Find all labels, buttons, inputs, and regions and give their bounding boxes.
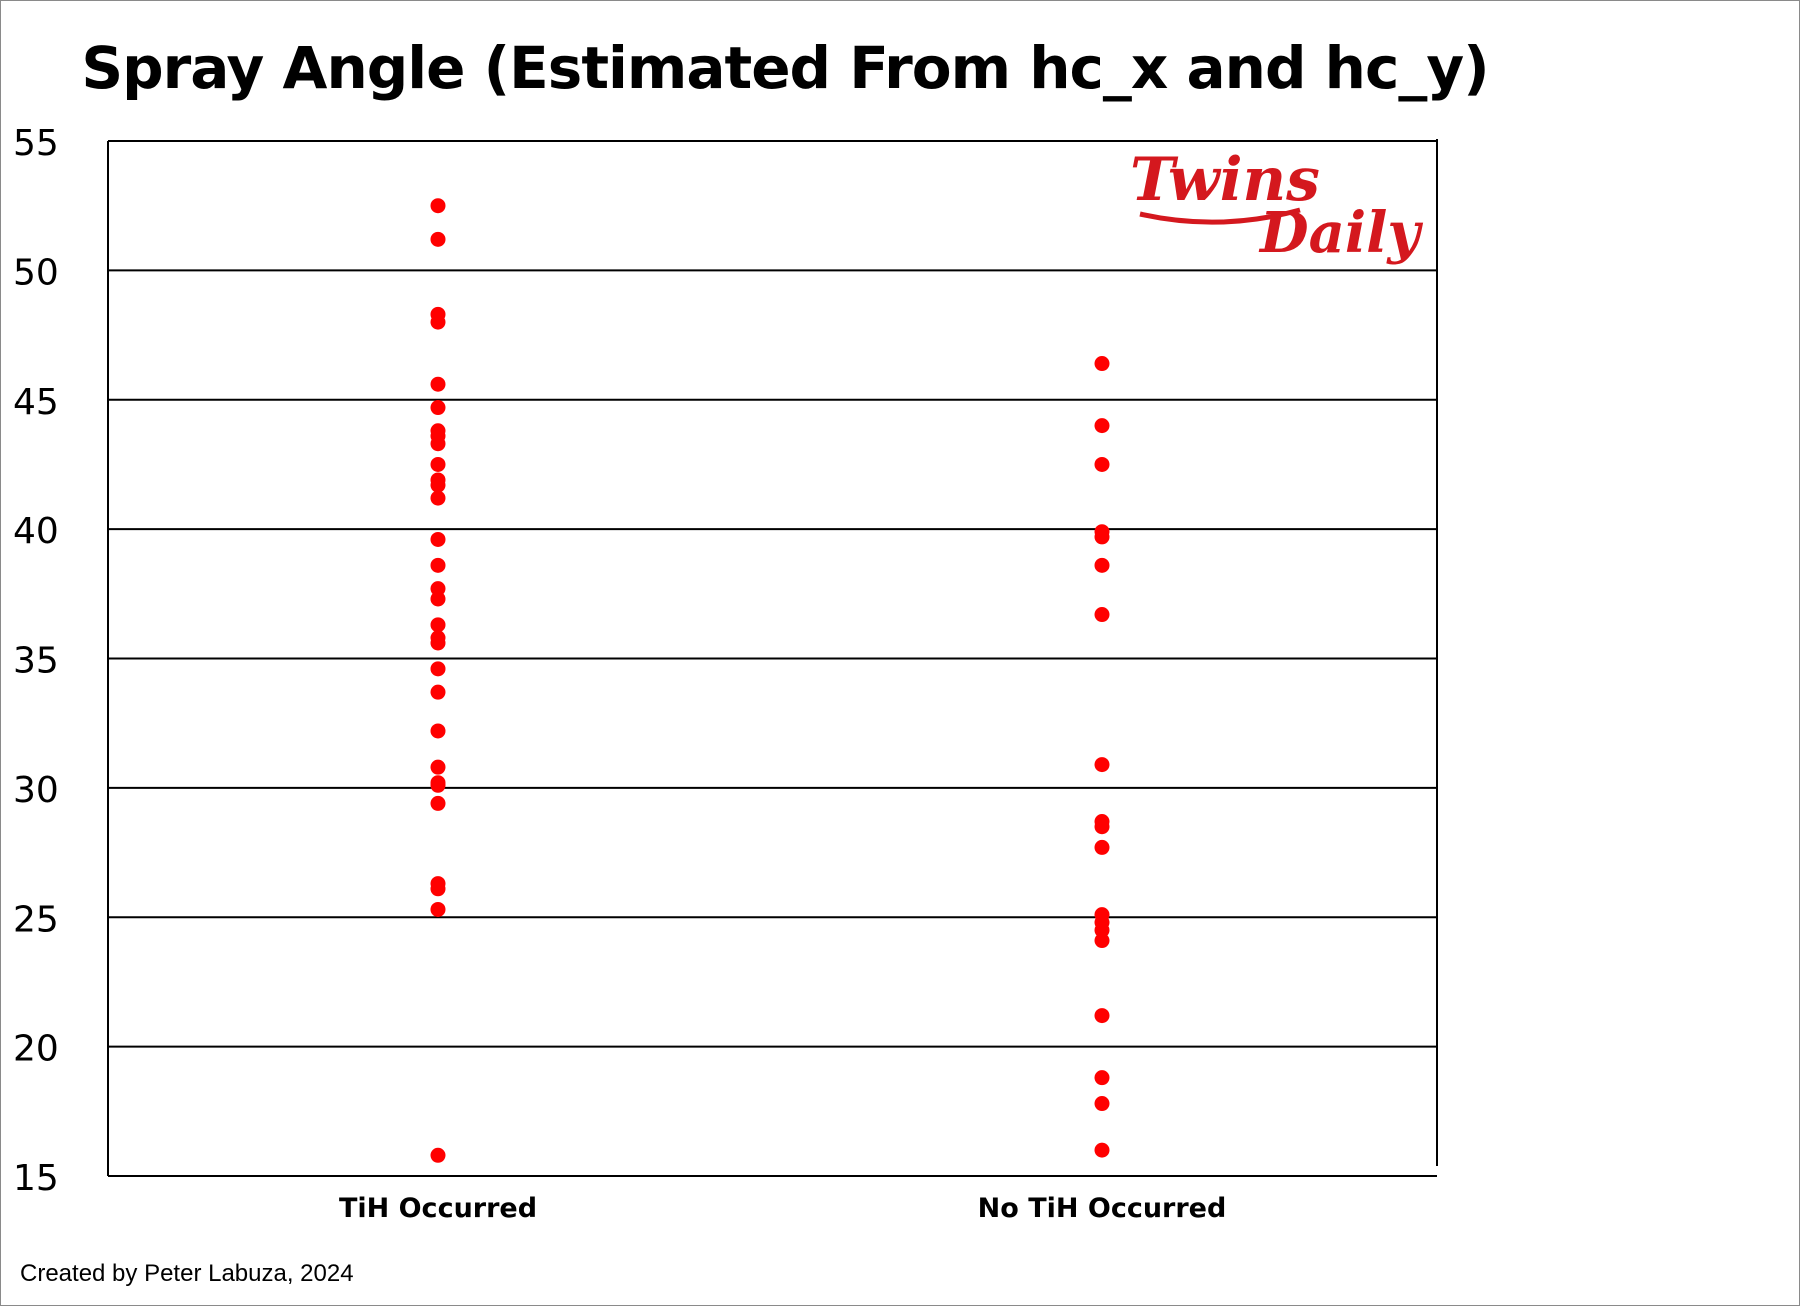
- data-point: [430, 490, 446, 506]
- y-tick-label: 40: [13, 511, 59, 552]
- y-tick-label: 50: [13, 252, 59, 293]
- twins-daily-logo: Twins Daily: [1130, 145, 1423, 266]
- data-point: [1094, 529, 1110, 545]
- data-point: [1094, 356, 1110, 372]
- data-point: [430, 314, 446, 330]
- data-point: [1094, 922, 1110, 938]
- data-point: [430, 1147, 446, 1163]
- data-point: [1094, 557, 1110, 573]
- logo-line2: Daily: [1258, 200, 1423, 266]
- y-tick-label: 45: [13, 382, 59, 423]
- axes: [107, 139, 1438, 1177]
- data-point: [430, 901, 446, 917]
- y-tick-label: 35: [13, 641, 59, 682]
- data-point: [430, 759, 446, 775]
- data-point: [1094, 1142, 1110, 1158]
- data-point: [430, 376, 446, 392]
- data-point: [430, 617, 446, 633]
- data-point: [430, 795, 446, 811]
- data-point: [1094, 933, 1110, 949]
- data-points: [430, 198, 1110, 1163]
- y-tick-label: 20: [13, 1029, 59, 1070]
- credit-text: Created by Peter Labuza, 2024: [20, 1260, 354, 1287]
- data-point: [430, 400, 446, 416]
- x-axis-categories: TiH Occurred No TiH Occurred: [339, 1193, 1226, 1224]
- data-point: [430, 881, 446, 897]
- data-point: [1094, 607, 1110, 623]
- data-point: [430, 477, 446, 493]
- data-point: [430, 198, 446, 214]
- gridlines: [108, 140, 1437, 1048]
- data-point: [1094, 1096, 1110, 1112]
- y-tick-label: 15: [13, 1158, 59, 1199]
- data-point: [430, 581, 446, 597]
- data-point: [1094, 1008, 1110, 1024]
- data-point: [1094, 757, 1110, 773]
- y-tick-label: 55: [13, 123, 59, 164]
- data-point: [430, 231, 446, 247]
- data-point: [1094, 1070, 1110, 1086]
- data-point: [1094, 418, 1110, 434]
- data-point: [1094, 819, 1110, 835]
- y-tick-label: 25: [13, 899, 59, 940]
- data-point: [430, 456, 446, 472]
- x-category-label: No TiH Occurred: [978, 1193, 1227, 1224]
- data-point: [1094, 839, 1110, 855]
- data-point: [430, 531, 446, 547]
- data-point: [430, 591, 446, 607]
- data-point: [430, 557, 446, 573]
- data-point: [430, 635, 446, 651]
- data-point: [430, 661, 446, 677]
- logo-swoosh: [1139, 207, 1301, 225]
- data-point: [430, 436, 446, 452]
- y-axis-ticks: 15 20 25 30 35 40 45 50 55: [13, 123, 59, 1199]
- x-category-label: TiH Occurred: [339, 1193, 537, 1224]
- chart-title: Spray Angle (Estimated From hc_x and hc_…: [81, 34, 1489, 102]
- data-point: [430, 777, 446, 793]
- data-point: [430, 684, 446, 700]
- y-tick-label: 30: [13, 770, 59, 811]
- logo-line1: Twins: [1130, 145, 1320, 215]
- data-point: [1094, 456, 1110, 472]
- data-point: [430, 723, 446, 739]
